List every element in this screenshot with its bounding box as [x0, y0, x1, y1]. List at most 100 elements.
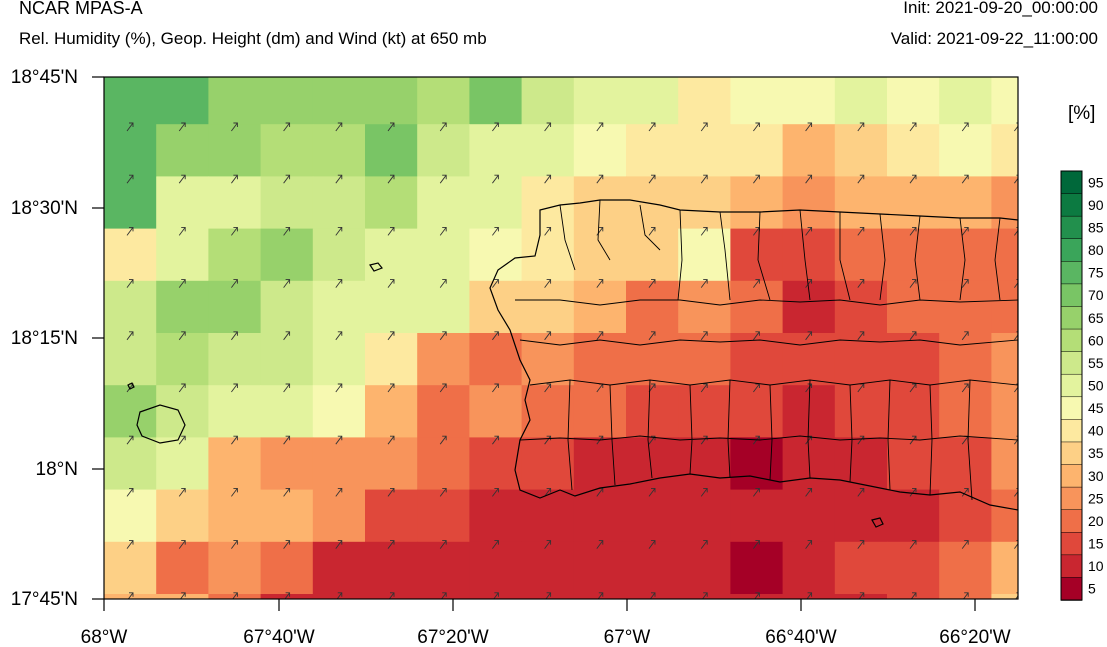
wind-arrow — [439, 435, 447, 445]
wind-arrow — [335, 331, 343, 341]
rh-cell — [834, 280, 888, 334]
wind-arrow — [648, 331, 656, 341]
rh-cell — [469, 385, 523, 438]
rh-cell — [156, 489, 209, 543]
colorbar-label: 10 — [1088, 558, 1104, 574]
rh-cell — [260, 228, 314, 282]
wind-arrow — [544, 487, 552, 497]
rh-cell — [730, 124, 784, 177]
wind-arrow — [335, 435, 343, 445]
wind-arrow — [178, 226, 186, 236]
rh-cell — [469, 280, 523, 334]
rh-cell — [626, 176, 679, 230]
colorbar-swatch — [1060, 261, 1083, 285]
rh-cell — [104, 437, 157, 491]
rh-cell — [312, 437, 366, 491]
wind-arrow — [909, 279, 917, 288]
rh-cell — [521, 437, 575, 491]
wind-arrow — [492, 540, 499, 549]
rh-cell — [834, 385, 888, 438]
rh-cell — [312, 280, 366, 334]
wind-arrow — [439, 540, 447, 549]
lon-tick-label: 67°20'W — [417, 627, 488, 647]
wind-arrow — [596, 122, 604, 132]
rh-cell — [521, 489, 575, 543]
wind-arrow — [909, 331, 917, 341]
wind-arrow — [754, 592, 760, 599]
lon-tick-label: 66°20'W — [939, 627, 1010, 647]
rh-cell — [991, 385, 1018, 438]
rh-cell — [521, 228, 575, 282]
rh-cell — [834, 541, 888, 595]
wind-arrow — [283, 383, 291, 393]
rh-cell — [417, 176, 470, 230]
rh-cell — [156, 333, 209, 386]
wind-arrow — [231, 540, 238, 549]
rh-cell — [730, 489, 784, 543]
colorbar: 95 90 85 80 75 70 65 60 55 50 45 40 35 30 25 20 15 10 5 — [1060, 170, 1104, 601]
wind-arrow — [805, 331, 813, 341]
wind-arrow — [126, 122, 134, 132]
rh-cell — [834, 77, 888, 125]
wind-arrow — [178, 174, 186, 184]
wind-arrow — [440, 592, 447, 599]
wind-arrow — [596, 174, 604, 184]
colorbar-swatch — [1060, 396, 1083, 421]
colorbar-label: 5 — [1088, 581, 1096, 597]
wind-arrow — [649, 592, 656, 599]
rh-cell — [991, 124, 1018, 177]
rh-cell — [156, 594, 209, 599]
wind-arrow — [648, 174, 656, 184]
rh-cell — [991, 489, 1018, 543]
rh-cell — [417, 385, 470, 438]
wind-arrow — [962, 592, 969, 599]
wind-arrow — [178, 540, 186, 549]
rh-cell — [573, 541, 627, 595]
rh-cell — [365, 437, 418, 491]
rh-cell — [365, 124, 418, 177]
wind-arrow — [231, 226, 238, 236]
wind-arrow — [178, 383, 186, 393]
wind-arrow — [596, 331, 604, 341]
rh-cell — [782, 176, 836, 230]
rh-cell — [834, 176, 888, 230]
wind-arrow — [493, 592, 499, 599]
rh-cell — [260, 385, 314, 438]
wind-arrow — [961, 383, 969, 393]
colorbar-swatch — [1060, 509, 1083, 534]
wind-arrow — [961, 331, 969, 341]
rh-cell — [678, 594, 731, 599]
rh-cell — [626, 77, 679, 125]
wind-arrow — [805, 383, 813, 393]
wind-arrow — [857, 279, 865, 288]
rh-cell — [626, 541, 679, 595]
rh-cell — [417, 437, 470, 491]
rh-cell — [521, 541, 575, 595]
rh-cell — [312, 176, 366, 230]
rh-cell — [626, 228, 679, 282]
rh-cell — [730, 280, 784, 334]
lat-tick-label: 18°N — [36, 459, 78, 480]
wind-arrow — [387, 226, 395, 236]
colorbar-label: 40 — [1088, 423, 1104, 439]
wind-arrow — [544, 331, 552, 341]
rh-cell — [573, 385, 627, 438]
rh-cell — [678, 280, 731, 334]
wind-arrow — [492, 226, 499, 236]
rh-cell — [678, 228, 731, 282]
wind-arrow — [961, 487, 969, 497]
colorbar-swatch — [1060, 373, 1083, 398]
rh-cell — [104, 228, 157, 282]
wind-arrow — [387, 122, 395, 132]
rh-cell — [939, 280, 992, 334]
rh-cell — [887, 124, 940, 177]
lon-tick-label: 67°40'W — [243, 627, 314, 647]
wind-arrow — [283, 174, 291, 184]
rh-cell — [260, 77, 314, 125]
init-time: Init: 2021-09-20_00:00:00 — [903, 0, 1098, 17]
wind-arrow — [909, 174, 917, 184]
wind-arrow — [597, 592, 604, 599]
wind-arrow — [753, 487, 760, 497]
rh-cell — [521, 385, 575, 438]
wind-arrow — [283, 540, 291, 549]
